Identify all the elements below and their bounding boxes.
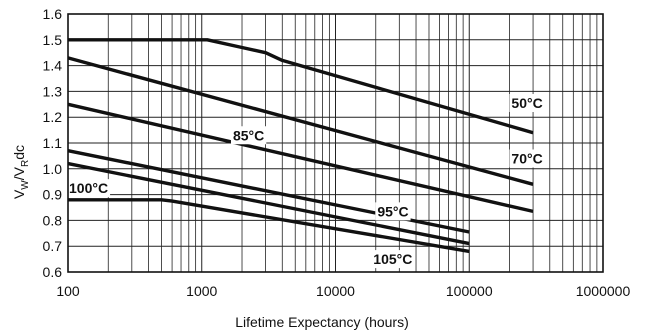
x-tick-label: 1000000 [576,283,631,299]
y-tick-label: 0.8 [43,212,63,228]
y-axis-label-sub-r: R [20,160,31,167]
series-line-100c [68,198,470,254]
series-label-background [509,149,545,168]
series-label-85c: 85°C [230,126,267,145]
series-label-50c: 50°C [509,94,545,113]
x-tick-label: 10000 [316,283,355,299]
y-tick-label: 1.2 [43,109,63,125]
series-label-text: 95°C [377,203,408,219]
y-axis-label-sub-w: W [20,180,31,190]
y-tick-label: 1.4 [43,58,63,74]
series-label-70c: 70°C [509,149,545,168]
grid [68,14,603,272]
y-axis-label-dc: dc [11,145,27,160]
y-axis-ticks: 0.6 0.7 0.8 0.9 1.0 1.1 1.2 1.3 1.4 1.5 1.6 [43,6,63,280]
x-axis-ticks: 100 1000 10000 100000 1000000 [56,283,630,299]
series-line-85c [67,56,534,186]
series-label-95c: 95°C [375,202,411,221]
series-label-100c: 100°C [67,179,111,198]
y-axis-label-v: V [11,189,27,199]
series-label-background [371,250,415,269]
y-tick-label: 1.6 [43,6,63,22]
x-tick-label: 100 [56,283,80,299]
series-label-background [509,94,545,113]
series-label-text: 70°C [511,150,542,166]
series-label-background [230,126,267,145]
series-label-105c: 105°C [371,250,415,269]
y-axis-label: VW/VRdc [11,145,31,199]
y-tick-label: 0.9 [43,187,63,203]
series-label-text: 50°C [511,95,542,111]
y-tick-label: 0.7 [43,238,63,254]
y-tick-label: 0.6 [43,264,63,280]
plot-frame [67,13,604,273]
y-tick-label: 1.0 [43,161,63,177]
x-tick-label: 1000 [186,283,217,299]
curve-labels: 50°C 85°C 70°C 95°C 105°C 100°C [67,94,545,269]
series-line-105c [67,161,470,246]
series-label-background [375,202,411,221]
series-line-70c [67,102,534,214]
series-label-text: 85°C [233,127,264,143]
y-axis-label-slash-v: /V [11,166,27,180]
y-tick-label: 1.1 [43,135,63,151]
y-tick-label: 1.3 [43,83,63,99]
x-axis-label: Lifetime Expectancy (hours) [235,314,409,330]
x-tick-label: 100000 [446,283,493,299]
series-label-text: 105°C [373,251,412,267]
series-label-text: 100°C [69,180,108,196]
series-label-background [67,179,111,198]
y-tick-label: 1.5 [43,32,63,48]
series-line-50c [68,38,534,135]
